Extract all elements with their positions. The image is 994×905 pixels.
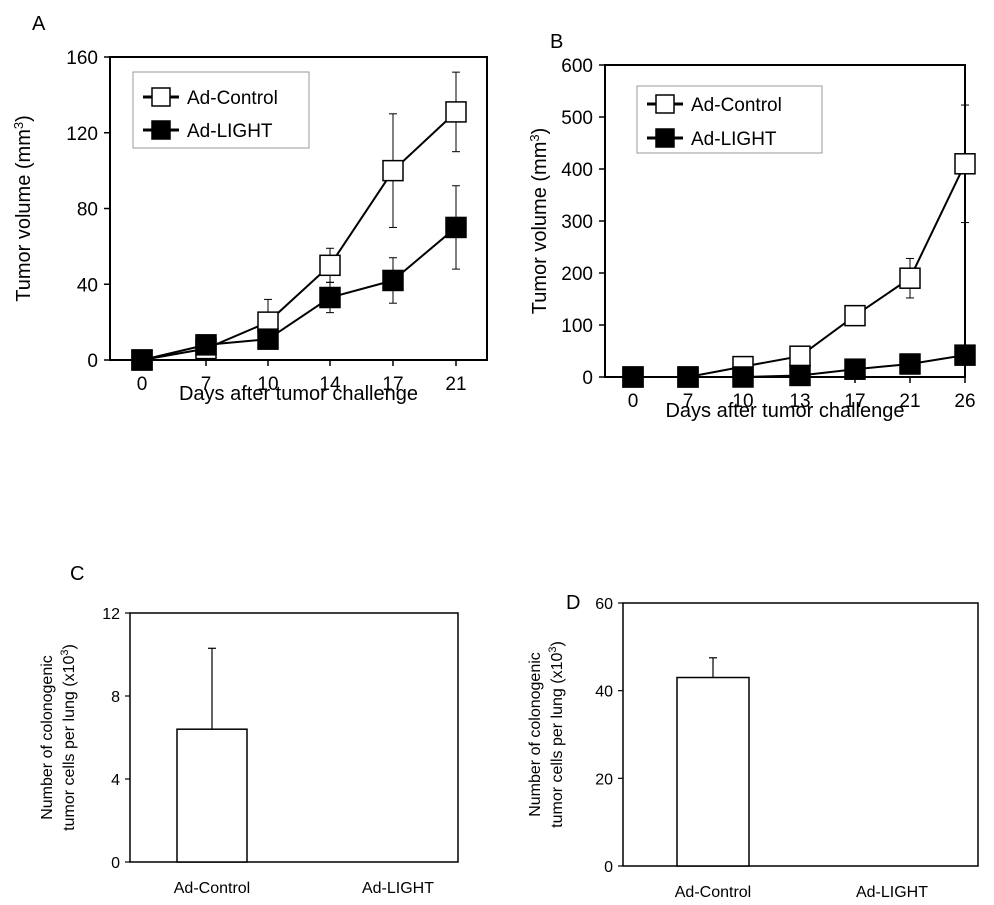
series-ad-control xyxy=(131,71,467,371)
data-point xyxy=(844,358,866,380)
y-tick-label: 160 xyxy=(66,48,98,69)
y-tick-label: 400 xyxy=(561,160,593,181)
x-tick-label: 13 xyxy=(789,391,810,412)
panel-label-d: D xyxy=(566,592,580,614)
y-axis-title: Tumor volume (mm3) xyxy=(527,128,552,315)
data-point xyxy=(844,304,866,327)
x-tick-label: 10 xyxy=(732,391,753,412)
x-tick-label: 26 xyxy=(954,391,975,412)
x-tick-label: 17 xyxy=(844,391,865,412)
y-tick-label: 0 xyxy=(604,859,613,876)
series-line xyxy=(141,111,457,361)
x-tick-label: 0 xyxy=(137,374,148,395)
y-tick-label: 60 xyxy=(595,596,613,613)
x-tick-label: 7 xyxy=(201,374,212,395)
x-category-label: Ad-LIGHT xyxy=(362,880,434,897)
series-ad-light xyxy=(131,185,467,371)
y-axis-title-line2: tumor cells per lung (x103) xyxy=(59,644,78,831)
x-axis-title: Days after tumor challenge xyxy=(665,400,904,422)
data-point xyxy=(195,334,217,356)
x-tick-label: 21 xyxy=(445,374,466,395)
x-category-label: Ad-Control xyxy=(174,880,250,897)
y-tick-label: 200 xyxy=(561,264,593,285)
data-point xyxy=(382,159,404,182)
legend-swatch-marker xyxy=(151,120,171,140)
data-point xyxy=(677,366,699,388)
data-point xyxy=(382,269,404,292)
x-tick-label: 7 xyxy=(683,391,694,412)
y-tick-label: 120 xyxy=(66,124,98,145)
bar-ad-control xyxy=(176,728,248,863)
y-axis-title-line1: Number of colonogenic xyxy=(527,652,544,817)
y-tick-label: 12 xyxy=(102,606,120,623)
y-tick-label: 0 xyxy=(582,368,593,389)
data-point xyxy=(319,254,341,277)
legend-swatch-marker xyxy=(655,128,675,148)
data-point xyxy=(257,328,279,350)
y-tick-label: 300 xyxy=(561,212,593,233)
panel-label-c: C xyxy=(70,563,84,585)
x-category-label: Ad-LIGHT xyxy=(856,884,928,901)
x-category-label: Ad-Control xyxy=(675,884,751,901)
legend-label: Ad-Control xyxy=(691,95,782,116)
data-point xyxy=(445,216,467,239)
x-tick-label: 10 xyxy=(257,374,278,395)
data-point xyxy=(789,364,811,387)
legend-swatch-marker xyxy=(151,87,171,107)
y-axis-title-line2: tumor cells per lung (x103) xyxy=(547,641,566,828)
chart-d: D 0 20 40 60 Ad-Control Ad-LIGHT Number of colo… xyxy=(527,592,979,901)
y-tick-label: 40 xyxy=(77,275,98,296)
series-ad-light xyxy=(622,344,976,388)
y-tick-label: 8 xyxy=(111,689,120,706)
y-tick-label: 20 xyxy=(595,771,613,788)
x-tick-label: 21 xyxy=(899,391,920,412)
data-point xyxy=(954,153,976,175)
data-point xyxy=(445,101,467,123)
bar-ad-control xyxy=(676,676,750,867)
y-tick-label: 0 xyxy=(111,855,120,872)
legend-swatch-marker xyxy=(655,94,675,114)
legend: Ad-Control Ad-LIGHT xyxy=(132,71,310,149)
legend-label: Ad-Control xyxy=(187,88,278,109)
y-tick-label: 80 xyxy=(77,200,98,221)
data-point xyxy=(899,353,921,375)
panel-label-a: A xyxy=(32,13,46,35)
plot-frame xyxy=(622,602,979,867)
data-point xyxy=(732,366,754,388)
data-point xyxy=(789,345,811,367)
y-tick-label: 100 xyxy=(561,316,593,337)
x-tick-label: 14 xyxy=(319,374,341,395)
y-tick-label: 600 xyxy=(561,56,593,77)
data-point xyxy=(954,344,976,366)
legend-label: Ad-LIGHT xyxy=(691,129,777,150)
legend: Ad-Control Ad-LIGHT xyxy=(636,85,823,154)
data-point xyxy=(131,349,153,371)
x-tick-label: 0 xyxy=(628,391,639,412)
data-point xyxy=(622,366,644,388)
y-axis-title: Tumor volume (mm3) xyxy=(11,115,36,302)
y-axis-title-line1: Number of colonogenic xyxy=(39,655,56,820)
y-tick-label: 500 xyxy=(561,108,593,129)
chart-c: C 0 4 8 12 Ad-Control Ad-LIGHT Number of colono… xyxy=(39,563,459,897)
x-tick-label: 17 xyxy=(382,374,403,395)
data-point xyxy=(319,286,341,309)
y-tick-label: 40 xyxy=(595,684,613,701)
legend-label: Ad-LIGHT xyxy=(187,121,273,142)
panel-label-b: B xyxy=(550,31,563,53)
y-tick-label: 4 xyxy=(111,772,120,789)
plot-frame xyxy=(129,612,459,863)
chart-b: B 0 100 200 300 400 500 600 0 7 10 13 17 21 26 Days aft… xyxy=(527,31,976,422)
y-tick-label: 0 xyxy=(87,351,98,372)
chart-a: A 0 40 80 120 160 0 7 10 14 17 21 Days after tumor c… xyxy=(11,13,488,405)
data-point xyxy=(899,267,921,289)
x-axis-title: Days after tumor challenge xyxy=(179,383,418,405)
